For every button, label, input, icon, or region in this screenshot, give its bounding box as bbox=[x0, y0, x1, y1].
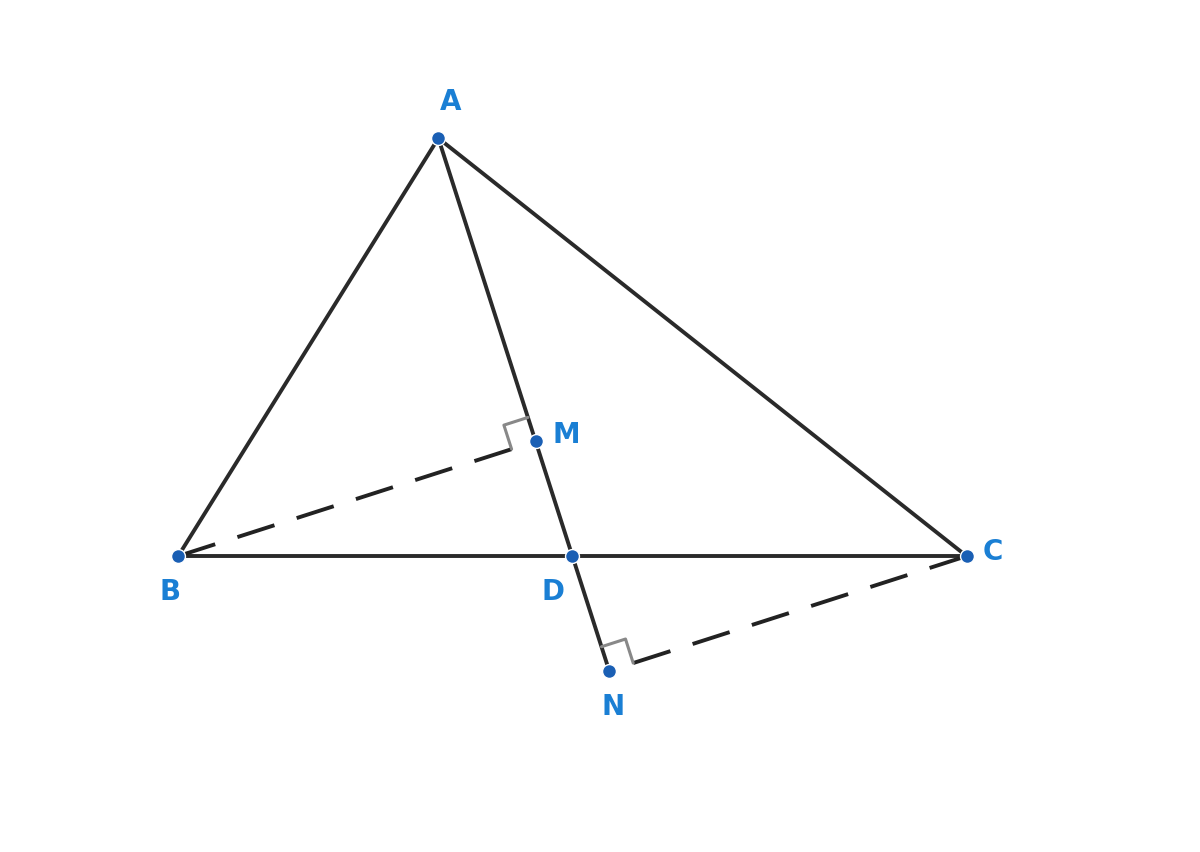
Text: M: M bbox=[553, 421, 581, 449]
Text: A: A bbox=[439, 88, 461, 116]
Point bbox=[168, 550, 187, 563]
Text: B: B bbox=[160, 579, 181, 606]
Point bbox=[563, 550, 582, 563]
Text: C: C bbox=[983, 538, 1003, 567]
Point bbox=[428, 131, 448, 145]
Text: D: D bbox=[541, 579, 564, 606]
Text: N: N bbox=[601, 693, 625, 721]
Point bbox=[600, 664, 619, 677]
Point bbox=[526, 435, 545, 448]
Point bbox=[958, 550, 977, 563]
